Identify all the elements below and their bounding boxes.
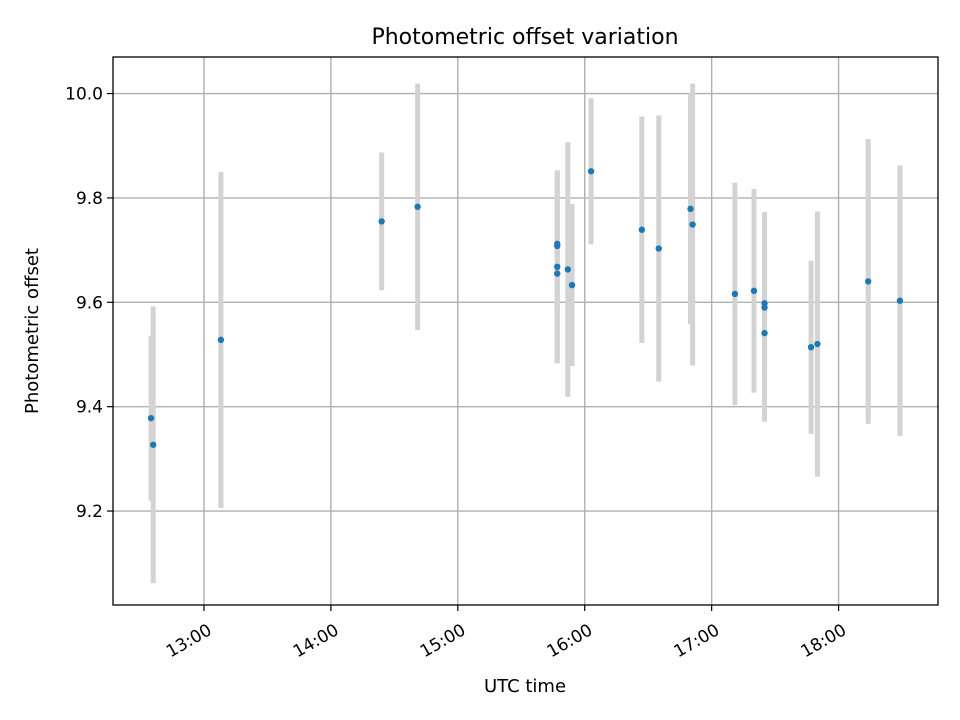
data-point <box>554 242 561 250</box>
x-tick-label: 16:00 <box>544 620 596 662</box>
plot-frame <box>112 56 939 606</box>
data-point <box>689 221 696 228</box>
x-tick-label: 15:00 <box>417 620 469 662</box>
y-tick-label: 9.2 <box>76 502 103 522</box>
chart-title: Photometric offset variation <box>371 25 678 50</box>
x-tick-label: 18:00 <box>798 620 850 662</box>
x-axis: 13:00 14:00 15:00 16:00 17:00 18:00 <box>163 605 850 662</box>
data-point <box>731 290 739 298</box>
data-point <box>217 336 225 344</box>
x-tick-label: 13:00 <box>163 620 215 662</box>
y-axis: 9.2 9.4 9.6 9.8 10.0 <box>65 85 113 522</box>
y-tick-label: 9.8 <box>76 189 103 209</box>
y-tick-label: 9.6 <box>76 293 103 313</box>
y-axis-label: Photometric offset <box>22 248 43 414</box>
data-point <box>147 414 155 422</box>
x-axis-label: UTC time <box>484 676 566 697</box>
data-point <box>761 329 768 337</box>
x-tick-label: 17:00 <box>671 620 723 662</box>
data-point <box>814 340 821 348</box>
data-point <box>807 343 815 351</box>
data-point <box>587 168 595 175</box>
data-point <box>554 263 561 271</box>
y-tick-label: 10.0 <box>65 85 103 105</box>
data-point <box>687 205 694 213</box>
data-point <box>414 203 421 210</box>
data-point <box>554 270 561 277</box>
error-bars <box>148 83 903 584</box>
data-point <box>378 218 385 225</box>
data-point <box>761 304 768 311</box>
data-point <box>149 441 157 448</box>
data-point <box>655 245 662 252</box>
data-point <box>564 266 572 273</box>
data-point <box>638 226 646 233</box>
grid <box>113 57 938 605</box>
x-tick-label: 14:00 <box>290 620 342 662</box>
y-tick-label: 9.4 <box>76 398 103 418</box>
data-point <box>750 287 758 295</box>
data-point <box>568 281 576 289</box>
data-point <box>896 297 904 304</box>
data-markers <box>147 168 904 448</box>
data-point <box>864 278 872 285</box>
